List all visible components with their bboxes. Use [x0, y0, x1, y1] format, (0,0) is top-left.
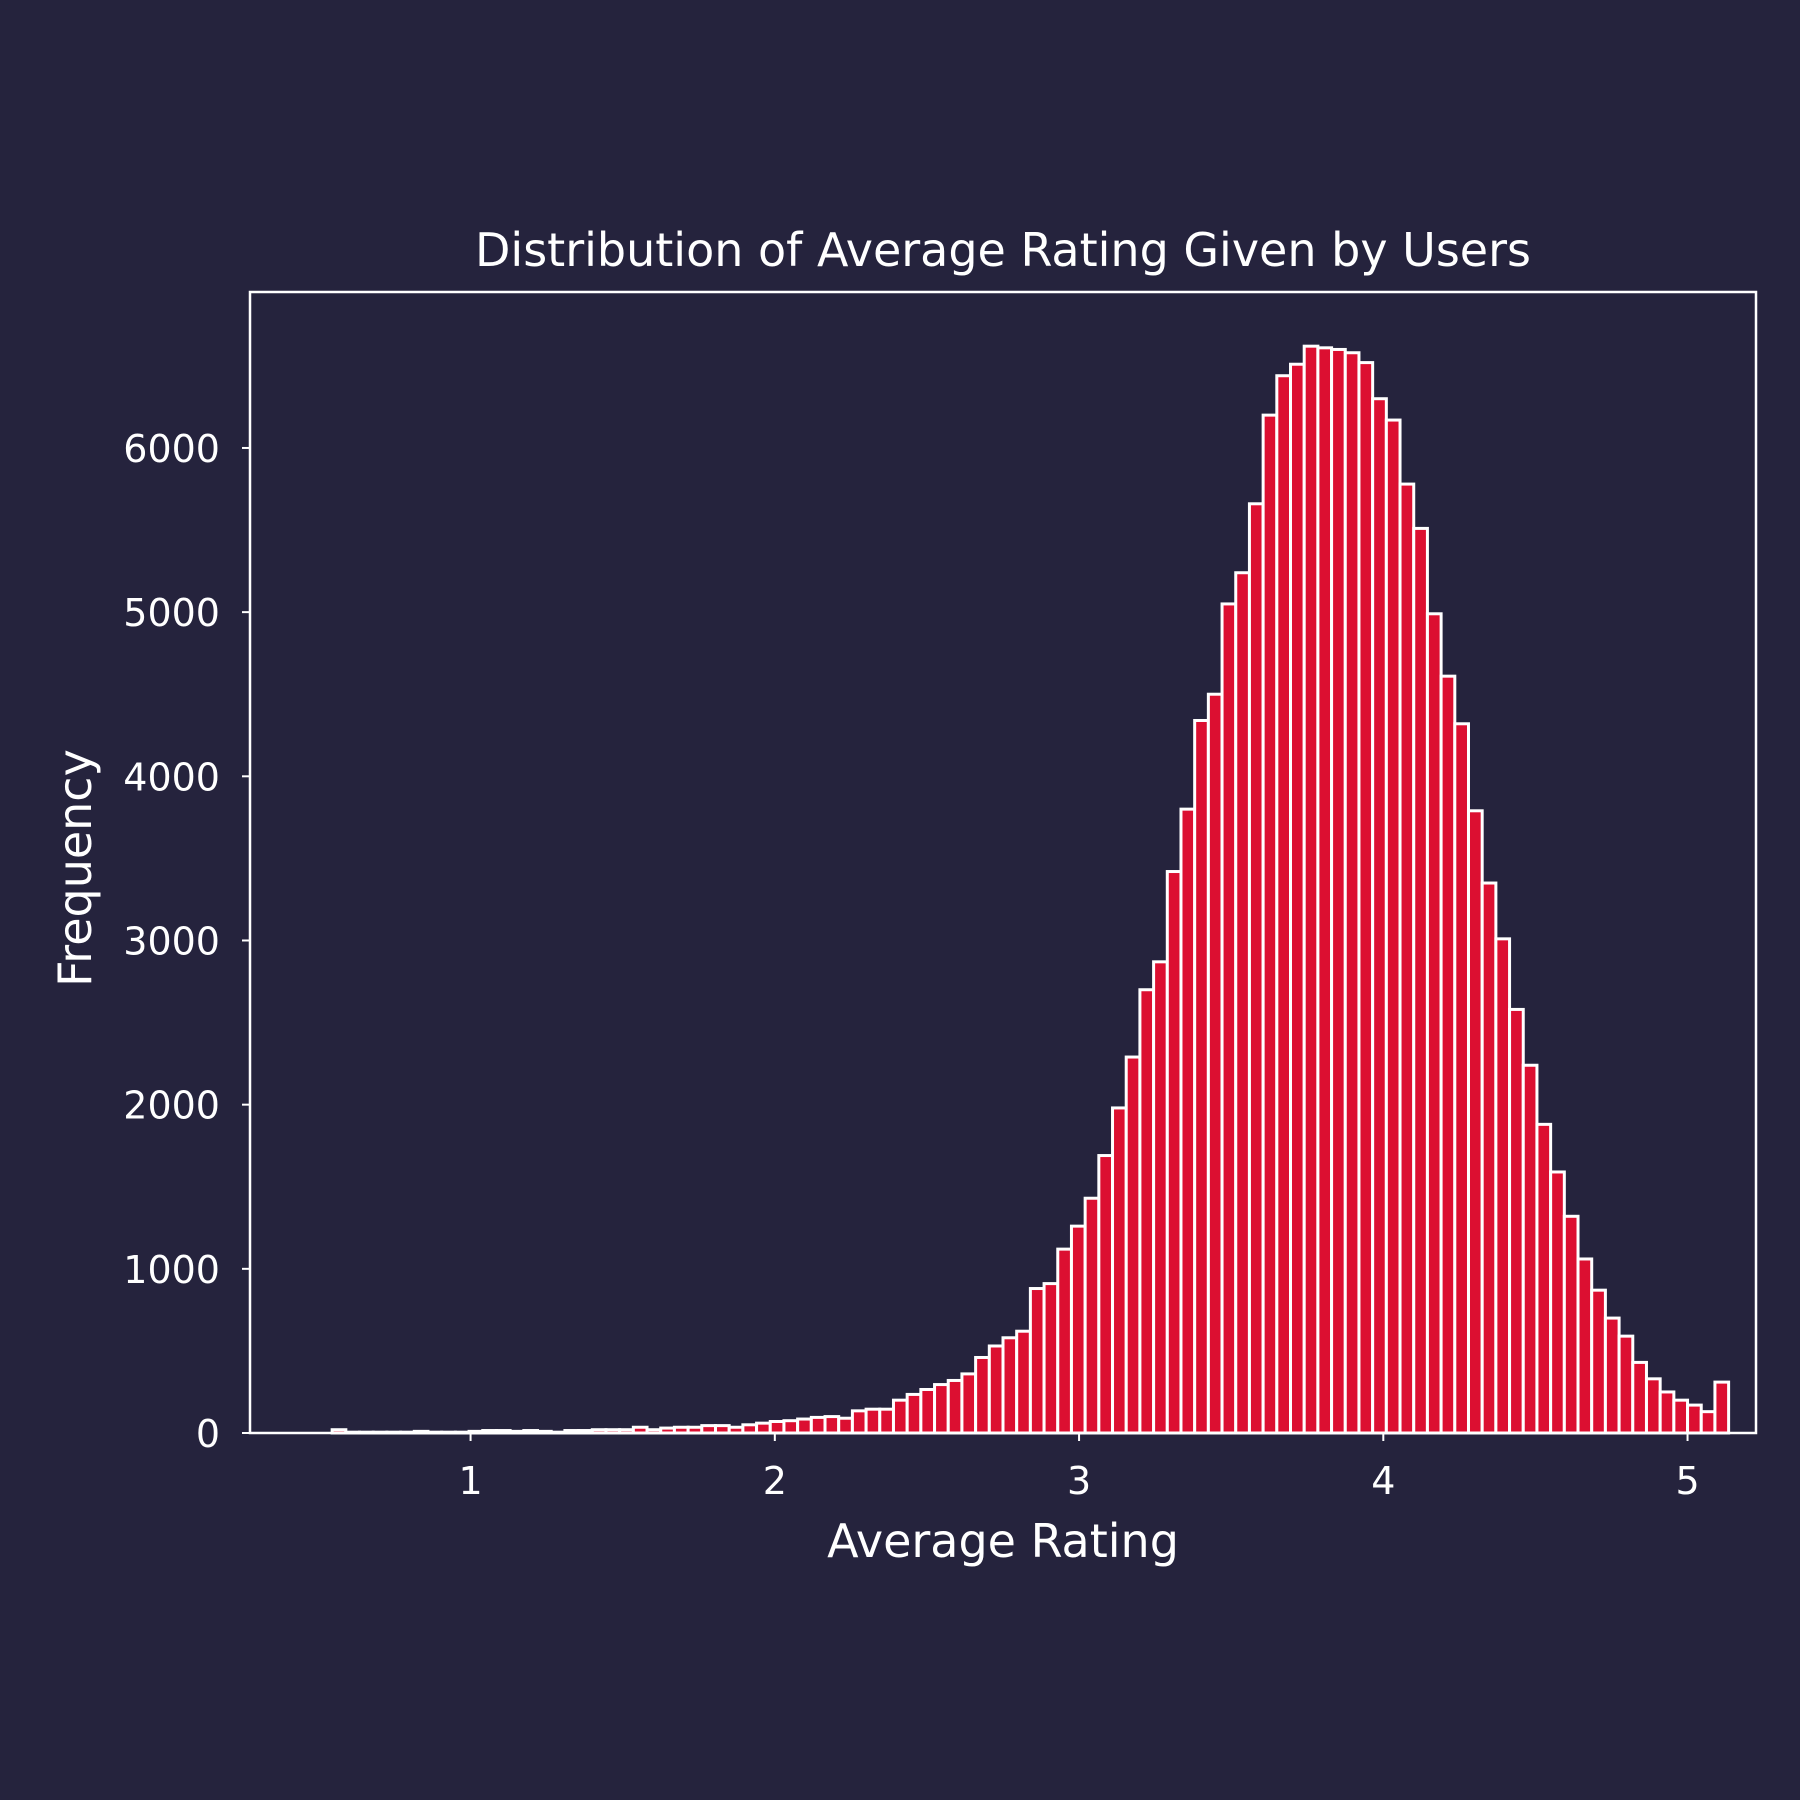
histogram-bar — [1562, 1214, 1580, 1435]
histogram-bar — [809, 1415, 827, 1435]
histogram-bar — [1699, 1410, 1717, 1435]
histogram-bar — [1179, 807, 1197, 1435]
histogram-bar — [1590, 1288, 1607, 1435]
y-tick-label: 4000 — [123, 755, 220, 799]
histogram-bar — [1535, 1122, 1553, 1435]
histogram-bar — [960, 1372, 978, 1435]
histogram-bar — [1343, 351, 1361, 1435]
histogram-bar — [1015, 1329, 1032, 1435]
histogram-bar — [1398, 482, 1416, 1435]
histogram-bar — [1521, 1063, 1539, 1435]
histogram-bar — [1028, 1287, 1046, 1435]
histogram-bar — [987, 1344, 1005, 1435]
histogram-bar — [837, 1416, 854, 1435]
histogram-bar — [1631, 1360, 1648, 1435]
histogram-bar — [1111, 1106, 1128, 1435]
y-tick-label: 5000 — [123, 591, 220, 635]
histogram-bar — [1247, 502, 1265, 1435]
y-tick-label: 2000 — [123, 1084, 220, 1128]
histogram-bar — [1056, 1247, 1073, 1435]
histogram-bar — [1206, 692, 1224, 1435]
histogram-bar — [1453, 722, 1470, 1435]
histogram-bar — [1275, 374, 1293, 1435]
y-tick-label: 6000 — [123, 427, 220, 471]
histogram-bar — [933, 1383, 950, 1435]
histogram-bar — [1069, 1224, 1087, 1435]
histogram-bar — [1316, 346, 1334, 1435]
histogram-bar — [1124, 1055, 1142, 1435]
histogram-bar — [755, 1421, 772, 1435]
x-tick-label: 4 — [1371, 1459, 1395, 1503]
histogram-bar — [1412, 526, 1429, 1435]
histogram-bar — [1644, 1377, 1662, 1435]
histogram-bar — [1384, 418, 1402, 1435]
histogram-bar — [768, 1420, 786, 1435]
y-axis-ticks: 0 1000 2000 3000 4000 5000 6000 — [123, 427, 250, 1456]
histogram-bar — [905, 1392, 923, 1435]
histogram-bar — [782, 1419, 800, 1435]
histogram-bar — [1261, 413, 1279, 1435]
histogram-bar — [919, 1387, 937, 1435]
histogram-bar — [1466, 809, 1484, 1435]
x-tick-label: 2 — [763, 1459, 787, 1503]
histogram-bar — [1686, 1403, 1703, 1435]
histogram-bar — [1576, 1257, 1594, 1435]
y-tick-label: 0 — [196, 1412, 220, 1456]
histogram-bar — [1330, 347, 1347, 1435]
histogram-bar — [1713, 1380, 1731, 1435]
histogram-bar — [1042, 1282, 1060, 1435]
histogram-bar — [823, 1415, 841, 1435]
histogram-bar — [1357, 361, 1375, 1435]
histogram-bar — [1658, 1390, 1676, 1435]
histogram-bar — [891, 1398, 909, 1435]
histogram-bar — [1193, 718, 1210, 1435]
x-axis-label: Average Rating — [827, 1514, 1179, 1568]
histogram-bar — [1234, 571, 1251, 1435]
histogram-bar — [1138, 988, 1156, 1435]
histogram-bar — [1302, 344, 1320, 1435]
histogram-bar — [1549, 1170, 1566, 1435]
histogram-bar — [1152, 960, 1169, 1435]
histogram-bar — [878, 1407, 895, 1435]
histogram-bar — [1672, 1398, 1690, 1435]
y-tick-label: 3000 — [123, 919, 220, 963]
histogram-bar — [1494, 937, 1512, 1435]
histogram-bar — [1289, 362, 1306, 1435]
x-axis-ticks: 1 2 3 4 5 — [458, 1433, 1700, 1503]
histogram-bar — [1083, 1196, 1101, 1435]
histogram-bar — [1220, 602, 1238, 1435]
plot-frame — [248, 290, 1758, 1435]
x-tick-label: 3 — [1067, 1459, 1091, 1503]
histogram-bar — [1480, 881, 1498, 1435]
x-tick-label: 5 — [1675, 1459, 1699, 1503]
histogram-bar — [1001, 1336, 1019, 1435]
histogram-bar — [796, 1417, 813, 1435]
y-axis-label: Frequency — [48, 749, 102, 987]
histogram-bars — [330, 344, 1731, 1435]
chart-title: Distribution of Average Rating Given by … — [475, 223, 1531, 277]
histogram-bar — [974, 1355, 991, 1435]
histogram-bar — [1617, 1334, 1635, 1435]
y-tick-label: 1000 — [123, 1248, 220, 1292]
x-tick-label: 1 — [458, 1459, 482, 1503]
histogram-bar — [1165, 870, 1183, 1435]
histogram-bar — [1097, 1154, 1115, 1435]
histogram-bar — [850, 1409, 868, 1435]
histogram-bar — [1603, 1316, 1621, 1435]
histogram-bar — [1508, 1007, 1525, 1435]
histogram-bar — [1371, 397, 1388, 1435]
histogram-bar — [864, 1407, 882, 1435]
histogram-bar — [1439, 674, 1457, 1435]
histogram-bar — [946, 1378, 964, 1435]
histogram-bar — [1425, 612, 1443, 1435]
